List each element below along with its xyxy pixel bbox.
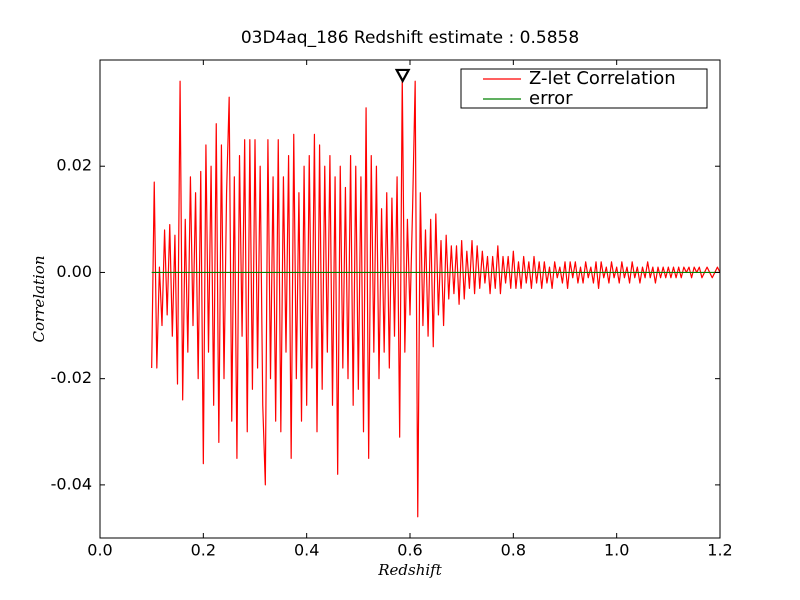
chart-title: 03D4aq_186 Redshift estimate : 0.5858 bbox=[241, 28, 579, 48]
y-tick-label: 0.02 bbox=[56, 156, 92, 175]
x-axis-label: Redshift bbox=[377, 561, 442, 579]
peak-marker bbox=[394, 68, 411, 84]
x-tick-label: 0.0 bbox=[87, 541, 112, 560]
x-tick-label: 1.0 bbox=[604, 541, 629, 560]
y-tick-label: -0.04 bbox=[51, 474, 92, 493]
x-tick-label: 0.4 bbox=[294, 541, 319, 560]
x-tick-label: 0.8 bbox=[501, 541, 526, 560]
x-tick-label: 1.2 bbox=[707, 541, 732, 560]
y-tick-label: -0.02 bbox=[51, 368, 92, 387]
x-tick-label: 0.2 bbox=[191, 541, 216, 560]
legend-box bbox=[460, 68, 708, 109]
plot-area: 0.0 0.2 0.4 0.6 0.8 1.0 1.2 -0.04 -0.02 0.00 0.02 Z… bbox=[51, 59, 733, 560]
series-line bbox=[151, 75, 720, 518]
y-axis-label: Correlation bbox=[30, 256, 48, 343]
legend-label: Z-let Correlation bbox=[529, 68, 676, 89]
y-tick-label: 0.00 bbox=[56, 262, 92, 281]
x-tick-label: 0.6 bbox=[397, 541, 422, 560]
legend-label: error bbox=[529, 88, 573, 109]
